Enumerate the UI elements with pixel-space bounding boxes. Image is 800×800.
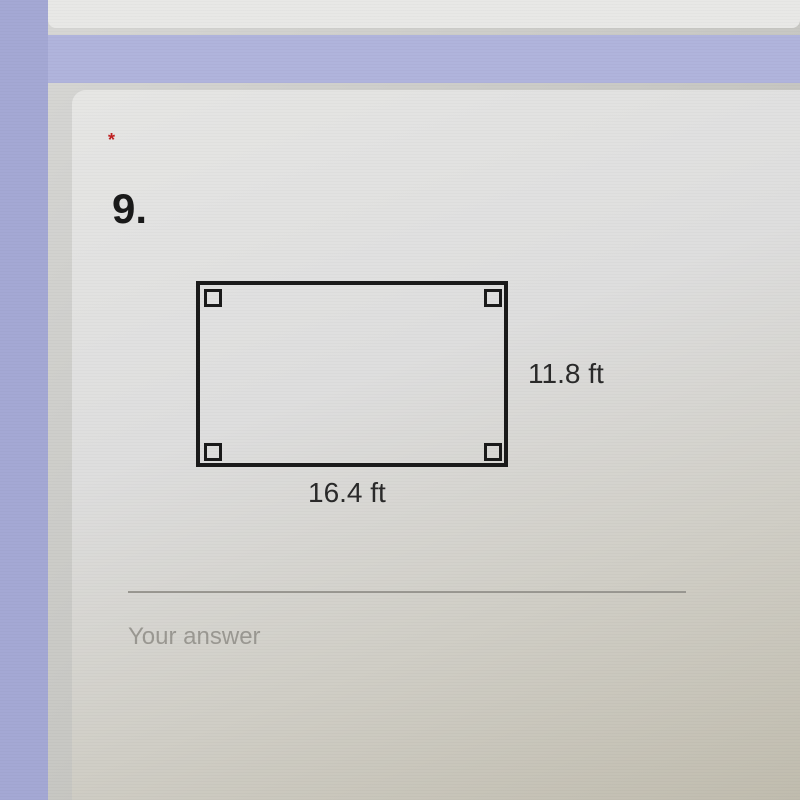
right-angle-marker-bottom-right [484,443,502,461]
rectangle-diagram: 11.8 ft 16.4 ft [196,281,764,521]
required-marker: * [108,130,764,151]
right-angle-marker-bottom-left [204,443,222,461]
width-label: 16.4 ft [308,477,386,509]
question-number: 9. [112,185,764,233]
answer-input[interactable] [128,623,428,651]
purple-separator [48,35,800,83]
question-card: * 9. 11.8 ft 16.4 ft [72,90,800,800]
right-angle-marker-top-left [204,289,222,307]
top-card-edge [48,0,800,28]
divider [128,591,686,593]
sidebar [0,0,48,800]
height-label: 11.8 ft [528,358,604,390]
rectangle-shape [196,281,508,467]
right-angle-marker-top-right [484,289,502,307]
